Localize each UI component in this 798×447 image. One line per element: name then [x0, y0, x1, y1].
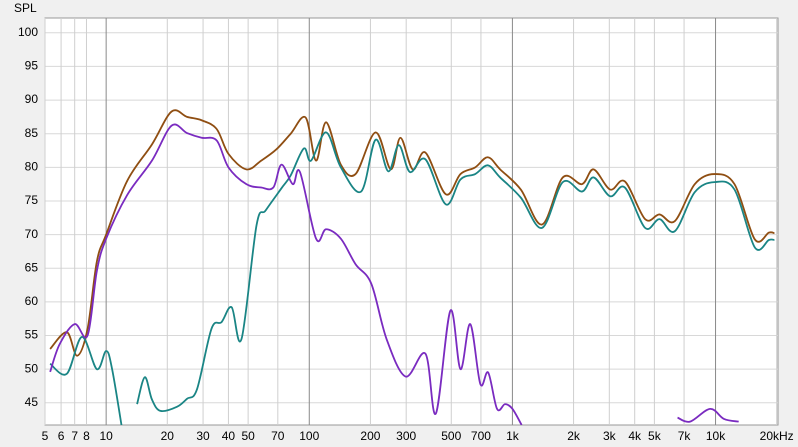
x-tick-label: 6 [58, 429, 65, 443]
x-tick-label: 10 [99, 429, 113, 443]
x-tick-label: 3k [603, 429, 617, 443]
x-tick-label: 2k [567, 429, 581, 443]
curve [49, 335, 123, 425]
y-tick-label: 80 [25, 160, 39, 174]
x-tick-label: 70 [271, 429, 285, 443]
x-tick-label: 300 [396, 429, 416, 443]
y-tick-label: 90 [25, 92, 39, 106]
grid [44, 18, 778, 425]
x-tick-label: 4k [628, 429, 642, 443]
y-tick-label: 75 [25, 193, 39, 207]
x-tick-label: 200 [360, 429, 380, 443]
x-tick-label: 20 [161, 429, 175, 443]
curve [677, 407, 739, 423]
x-tick-label: 100 [299, 429, 319, 443]
y-tick-label: 100 [18, 25, 38, 39]
x-tick-label: 700 [471, 429, 491, 443]
y-tick-label: 65 [25, 260, 39, 274]
curve [49, 123, 523, 425]
x-tick-label: 7 [71, 429, 78, 443]
x-tick-label: 40 [222, 429, 236, 443]
y-tick-label: 55 [25, 328, 39, 342]
curves [49, 109, 775, 425]
x-tick-label: 8 [83, 429, 90, 443]
y-tick-label: 60 [25, 294, 39, 308]
x-tick-label: 30 [196, 429, 210, 443]
y-tick-label: 85 [25, 126, 39, 140]
x-tick-label: 50 [241, 429, 255, 443]
curve [136, 131, 775, 413]
y-tick-label: 70 [25, 227, 39, 241]
x-tick-label: 5 [42, 429, 49, 443]
y-tick-label: 50 [25, 361, 39, 375]
x-tick-label: 20kHz [760, 429, 794, 443]
x-tick-label: 5k [648, 429, 662, 443]
y-tick-label: 95 [25, 59, 39, 73]
x-tick-label: 7k [678, 429, 692, 443]
x-tick-label: 500 [441, 429, 461, 443]
x-tick-label: 1k [506, 429, 520, 443]
y-axis-label: SPL [14, 1, 37, 15]
x-tick-label: 10k [706, 429, 726, 443]
curve [49, 109, 775, 357]
y-tick-label: 45 [25, 395, 39, 409]
